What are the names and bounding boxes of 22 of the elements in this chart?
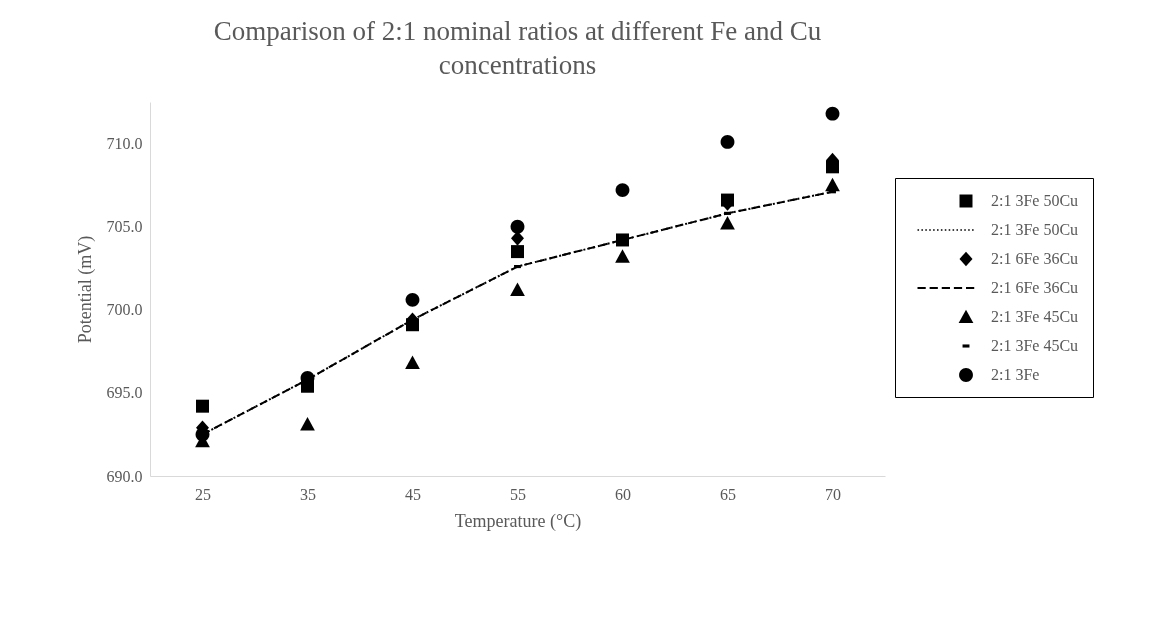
x-tick-label: 35 (300, 485, 316, 503)
legend-label: 2:1 3Fe 45Cu (991, 308, 1079, 325)
x-tick-label: 65 (720, 485, 736, 503)
legend-label: 2:1 3Fe 50Cu (991, 221, 1079, 238)
x-axis-title: Temperature (°C) (454, 510, 582, 532)
legend-label: 2:1 3Fe 50Cu (991, 192, 1079, 209)
y-tick-label: 705.0 (106, 218, 143, 236)
chart-title: Comparison of 2:1 nominal ratios at different Fe and Cu concentrations (213, 16, 822, 80)
y-tick-label: 700.0 (106, 301, 143, 319)
legend-label: 2:1 6Fe 36Cu (991, 250, 1079, 267)
x-tick-label: 55 (510, 485, 526, 503)
y-tick-label: 710.0 (106, 135, 143, 153)
y-tick-label: 690.0 (106, 467, 143, 485)
x-tick-label: 60 (615, 485, 631, 503)
x-tick-label: 25 (195, 485, 211, 503)
x-tick-label: 70 (825, 485, 841, 503)
legend-label: 2:1 3Fe (991, 366, 1040, 383)
y-axis-title: Potential (mV) (74, 235, 96, 344)
legend-label: 2:1 3Fe 45Cu (991, 337, 1079, 354)
y-tick-label: 695.0 (106, 384, 143, 402)
legend-label: 2:1 6Fe 36Cu (991, 279, 1079, 296)
x-tick-label: 45 (405, 485, 421, 503)
